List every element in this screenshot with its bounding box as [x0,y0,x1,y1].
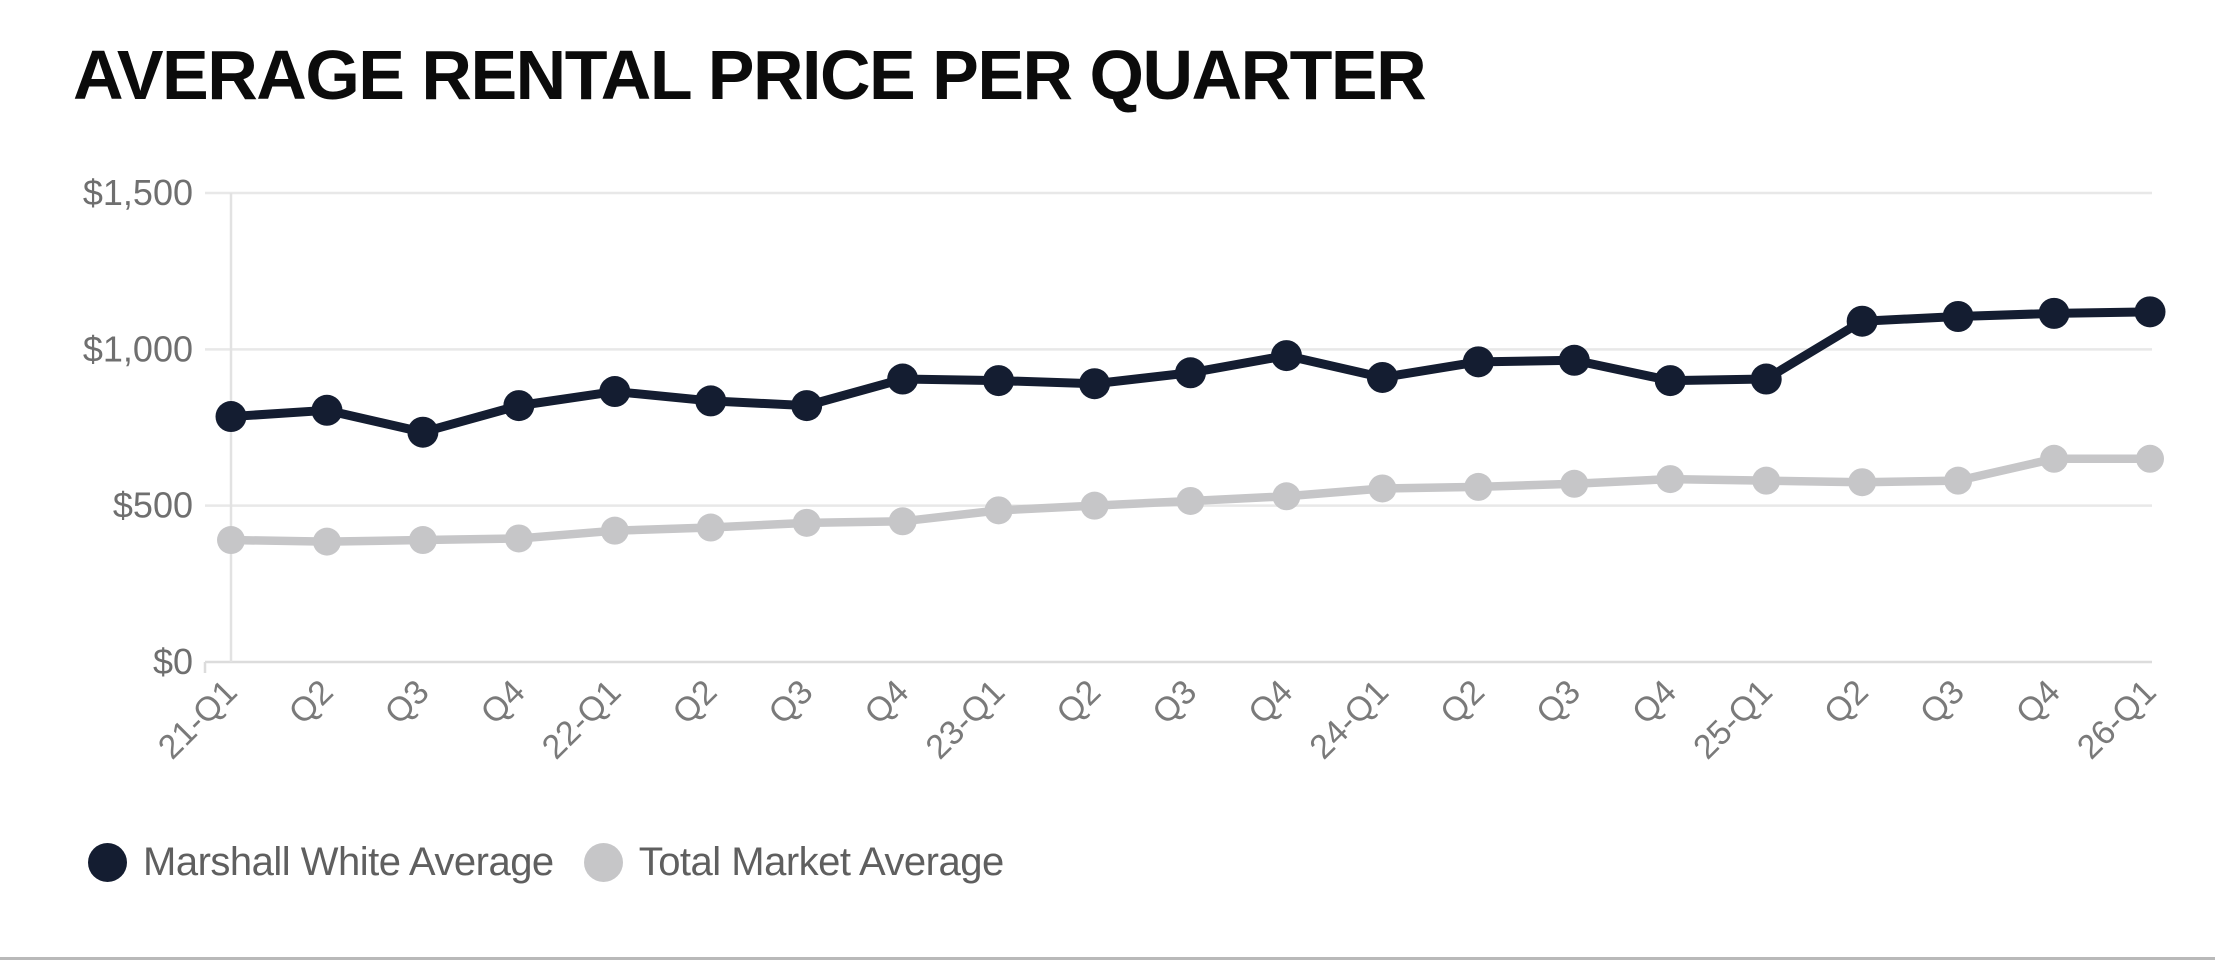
x-axis-tick-label: 23-Q1 [919,673,1013,767]
data-point [1846,305,1878,337]
x-axis-tick-label: Q3 [1913,673,1972,732]
x-axis-tick-label: Q3 [1145,673,1204,732]
legend-item: Marshall White Average [88,840,554,885]
data-point [696,513,725,542]
data-point [1079,368,1111,400]
data-point [503,390,535,422]
x-axis-tick-label: 25-Q1 [1686,673,1780,767]
x-axis-tick-label: Q2 [1817,673,1876,732]
data-point [599,376,631,408]
x-axis-tick-label: Q4 [857,673,916,732]
chart-title: AVERAGE RENTAL PRICE PER QUARTER [73,36,1427,114]
y-axis-tick-label: $1,500 [83,172,193,213]
data-point [1176,486,1205,515]
data-point [1080,491,1109,520]
data-point [1366,361,1398,393]
x-axis-tick-label: Q4 [1625,673,1684,732]
data-point [1175,357,1206,389]
data-point [984,496,1013,525]
data-point [2134,296,2166,328]
data-point [1942,301,1974,333]
data-point [2136,444,2164,473]
legend-item: Total Market Average [583,839,1005,885]
data-point [1656,465,1685,494]
x-axis-tick-label: Q2 [1049,673,1108,732]
x-axis-tick-label: Q2 [665,673,724,732]
data-point [887,363,919,395]
data-point [1560,469,1589,498]
data-point [1464,472,1493,501]
data-point [215,401,247,433]
data-point [1848,468,1877,497]
data-point [1654,365,1686,397]
data-point [983,365,1015,397]
data-point [2038,297,2070,329]
data-point [1270,340,1302,372]
y-axis-tick-label: $0 [153,641,193,682]
bottom-divider [0,957,2215,960]
x-axis-tick-label: 24-Q1 [1302,673,1396,767]
x-axis-tick-label: Q4 [2009,673,2068,732]
data-point [1368,474,1397,503]
legend-label: Marshall White Average [143,839,554,884]
data-point [1750,363,1782,395]
y-axis-tick-label: $1,000 [83,328,193,369]
data-point [311,394,343,426]
data-point [2040,444,2069,473]
x-axis-tick-label: Q3 [378,673,437,732]
data-point [408,526,437,555]
x-axis-tick-label: Q4 [474,673,533,732]
data-point [1462,346,1494,378]
data-point [1272,482,1301,511]
x-axis-tick-label: Q3 [1529,673,1588,732]
legend-dot-icon [583,842,623,882]
data-point [792,508,821,537]
data-point [1944,466,1973,495]
data-point [312,527,341,556]
x-axis-tick-label: 21-Q1 [151,673,245,767]
data-point [791,390,823,422]
x-axis-tick-label: Q4 [1241,673,1300,732]
data-point [1752,466,1781,495]
y-axis-tick-label: $500 [113,485,193,526]
chart-legend: Marshall White Average Total Market Avera… [88,832,1004,892]
data-point [888,507,917,536]
legend-dot-icon [88,842,127,882]
data-point [600,516,629,545]
x-axis-tick-label: Q2 [282,673,341,732]
data-point [1558,344,1590,376]
x-axis-tick-label: Q2 [1433,673,1492,732]
data-point [695,385,727,417]
legend-label: Total Market Average [638,839,1005,884]
data-point [504,524,533,553]
x-axis-tick-label: 26-Q1 [2070,673,2164,767]
x-axis-tick-label: Q3 [761,673,820,732]
data-point [217,526,245,555]
x-axis-tick-label: 22-Q1 [535,673,629,767]
data-point [407,416,439,448]
